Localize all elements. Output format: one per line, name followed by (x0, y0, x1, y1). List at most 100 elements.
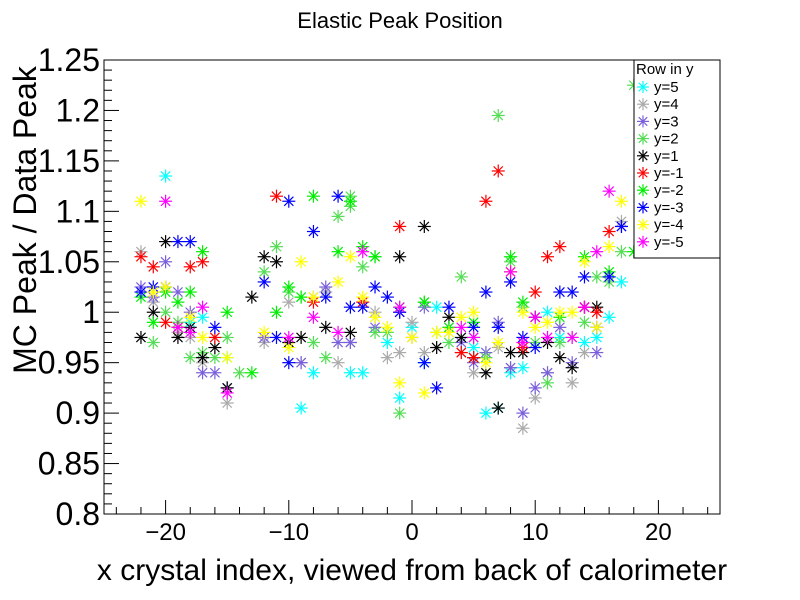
data-point (356, 290, 370, 304)
data-point (590, 245, 604, 259)
legend-marker (637, 81, 649, 93)
data-point (159, 255, 173, 269)
x-tick-label: 0 (405, 519, 418, 546)
data-point (331, 245, 345, 259)
data-point (356, 366, 370, 380)
data-point (504, 346, 518, 360)
data-point (294, 255, 308, 269)
data-point (393, 406, 407, 420)
data-point (306, 290, 320, 304)
data-point (183, 351, 197, 365)
data-point (331, 356, 345, 370)
data-point (196, 330, 210, 344)
data-point (171, 320, 185, 334)
legend-marker (637, 132, 649, 145)
data-point (319, 290, 333, 304)
data-point (331, 209, 345, 223)
data-point (282, 356, 296, 370)
data-point (134, 330, 148, 344)
data-point (159, 194, 173, 208)
data-point (380, 320, 394, 334)
data-point (430, 325, 444, 339)
data-point (319, 351, 333, 365)
data-point (380, 335, 394, 349)
legend-marker (637, 149, 649, 162)
data-point (183, 285, 197, 299)
data-point (479, 194, 493, 208)
data-point (319, 320, 333, 334)
data-point (553, 335, 567, 349)
data-point (553, 351, 567, 365)
data-point (393, 391, 407, 405)
data-point (417, 295, 431, 309)
data-point (516, 406, 530, 420)
y-tick-label: 0.9 (56, 395, 100, 431)
data-point (577, 270, 591, 284)
data-point (602, 270, 616, 284)
data-point (245, 290, 259, 304)
legend-label: y=-5 (654, 234, 684, 251)
data-point (368, 310, 382, 324)
data-point (491, 401, 505, 415)
data-point (269, 305, 283, 319)
legend-marker (637, 167, 649, 179)
data-point (442, 300, 456, 314)
data-point (159, 280, 173, 294)
data-point (343, 366, 357, 380)
data-point (491, 335, 505, 349)
y-tick-label: 0.95 (38, 345, 100, 381)
legend-marker (637, 115, 649, 128)
data-point (269, 189, 283, 203)
data-point (220, 330, 234, 344)
data-point (343, 194, 357, 208)
data-point (306, 310, 320, 324)
data-point (171, 295, 185, 309)
legend-label: y=4 (654, 96, 679, 113)
data-point (467, 341, 481, 355)
x-tick-label: −10 (268, 519, 309, 546)
data-point (331, 189, 345, 203)
data-point (553, 305, 567, 319)
data-point (491, 320, 505, 334)
data-point (467, 330, 481, 344)
data-point (516, 335, 530, 349)
y-tick-label: 0.8 (56, 496, 100, 532)
data-point (602, 184, 616, 198)
legend-label: y=1 (654, 148, 679, 165)
data-point (577, 335, 591, 349)
data-point (553, 285, 567, 299)
data-point (614, 245, 628, 259)
data-point (368, 250, 382, 264)
data-point (282, 194, 296, 208)
y-tick-label: 1.15 (38, 143, 100, 179)
data-point (146, 260, 160, 274)
data-point (380, 351, 394, 365)
data-point (196, 351, 210, 365)
legend-label: y=-1 (654, 165, 684, 182)
data-point (356, 300, 370, 314)
data-point (516, 421, 530, 435)
data-point (159, 305, 173, 319)
legend-marker (637, 235, 649, 248)
data-point (516, 305, 530, 319)
data-point (516, 361, 530, 375)
data-point (220, 386, 234, 400)
data-point (491, 108, 505, 122)
data-point (306, 366, 320, 380)
data-point (479, 406, 493, 420)
data-point (331, 325, 345, 339)
data-point (380, 290, 394, 304)
data-point (577, 315, 591, 329)
data-point (565, 305, 579, 319)
data-point (269, 255, 283, 269)
data-point (257, 250, 271, 264)
data-point (196, 366, 210, 380)
data-point (331, 275, 345, 289)
data-point (368, 325, 382, 339)
data-point (356, 260, 370, 274)
x-tick-label: 10 (522, 519, 549, 546)
data-point (294, 330, 308, 344)
data-point (405, 330, 419, 344)
y-tick-label: 1 (82, 294, 100, 330)
